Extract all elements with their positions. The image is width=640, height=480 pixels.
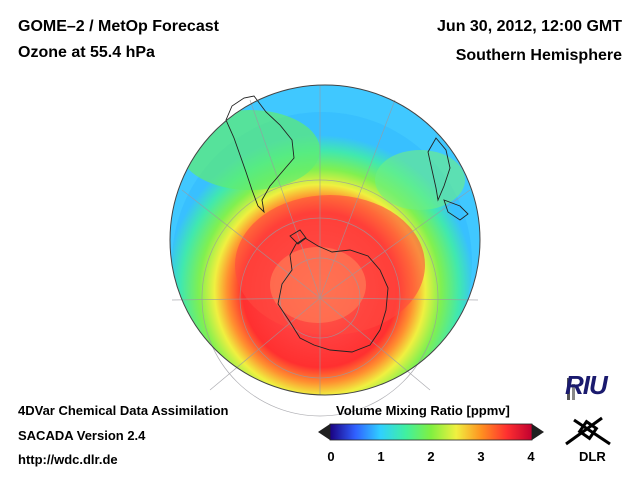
legend-title: Volume Mixing Ratio [ppmv] xyxy=(336,403,510,418)
colorbar-max-arrow xyxy=(532,424,544,440)
colorbar-tick: 3 xyxy=(477,449,485,464)
credit-line-2: SACADA Version 2.4 xyxy=(18,428,146,443)
graticule xyxy=(171,86,479,417)
colorbar-min-arrow xyxy=(318,424,330,440)
colorbar-tick: 4 xyxy=(527,449,535,464)
hemisphere-label: Southern Hemisphere xyxy=(455,47,622,64)
colorbar-tick: 1 xyxy=(377,449,385,464)
forecast-date: Jun 30, 2012, 12:00 GMT xyxy=(437,18,622,35)
colorbar-tick: 2 xyxy=(427,449,435,464)
dlr-logo-text: DLR xyxy=(579,449,606,464)
coastlines xyxy=(225,95,469,353)
colorbar-tick: 0 xyxy=(327,449,335,464)
riu-logo: RIU xyxy=(565,370,608,400)
globe-outline xyxy=(169,84,481,396)
ozone-field xyxy=(170,85,480,395)
riu-logo-mark xyxy=(567,378,575,400)
map-subtitle: Ozone at 55.4 hPa xyxy=(18,44,155,61)
credit-line-1: 4DVar Chemical Data Assimilation xyxy=(18,403,229,418)
map-title: GOME–2 / MetOp Forecast xyxy=(18,18,219,35)
colorbar xyxy=(318,423,544,441)
colorbar-gradient xyxy=(329,423,533,441)
dlr-logo-icon xyxy=(565,416,611,446)
credit-url: http://wdc.dlr.de xyxy=(18,452,118,467)
